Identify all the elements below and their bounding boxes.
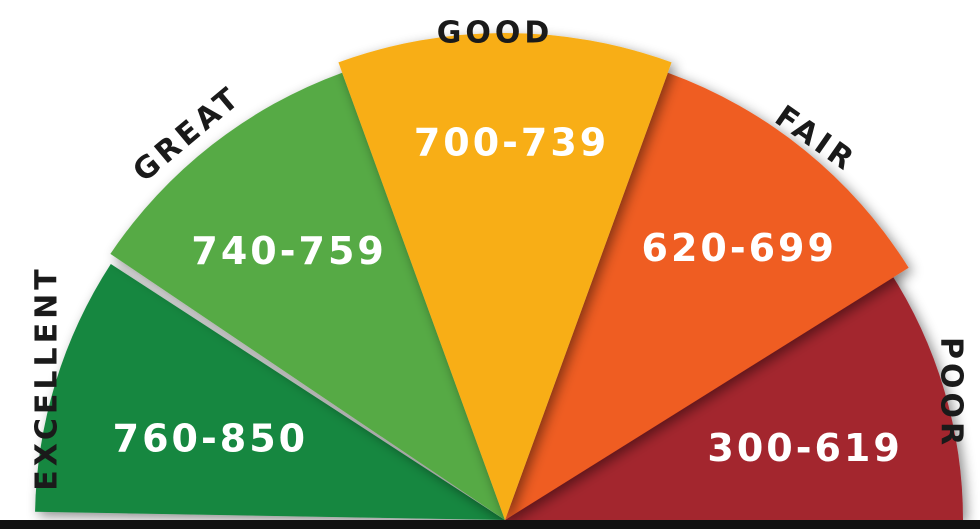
rating-label: GOOD (437, 16, 554, 51)
wedges (35, 32, 963, 521)
rating-label: POOR (934, 337, 969, 449)
wedge (505, 270, 963, 520)
wedge (110, 72, 505, 521)
score-range: 760-850 (113, 417, 308, 461)
rating-label: EXCELLENT (30, 265, 65, 490)
score-range: 300-619 (707, 426, 902, 470)
score-range: 620-699 (642, 226, 837, 270)
wedge (35, 264, 505, 520)
score-range: 700-739 (414, 121, 609, 165)
base-bar (0, 520, 980, 529)
wedge (338, 32, 672, 520)
wedge (505, 72, 909, 521)
score-range: 740-759 (191, 229, 386, 273)
